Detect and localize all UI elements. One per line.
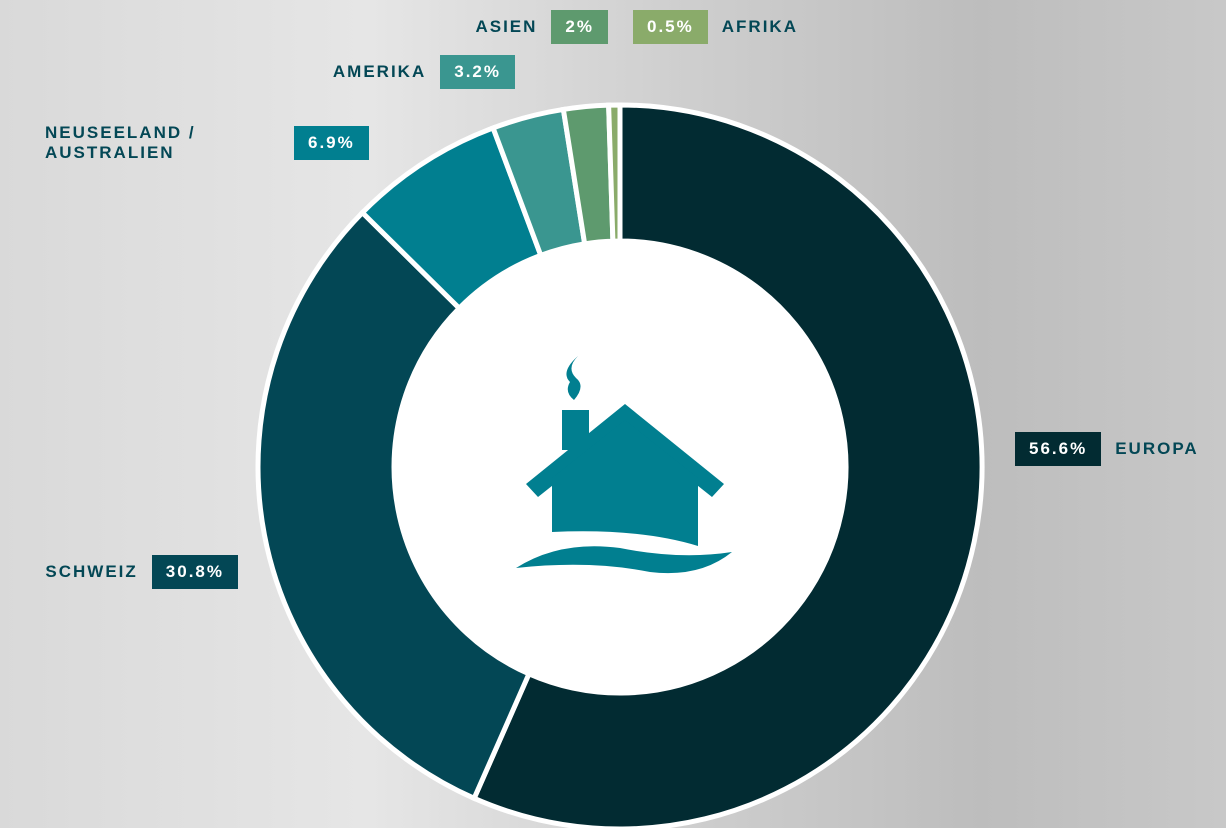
label-group: SCHWEIZ 30.8% — [45, 555, 238, 589]
donut — [255, 102, 985, 828]
label-group: ASIEN 2% — [475, 10, 608, 44]
category-label: SCHWEIZ — [45, 562, 138, 581]
label-group: AMERIKA 3.2% — [333, 55, 515, 89]
value-label: 30.8% — [151, 555, 238, 589]
label-group: NEUSEELAND / AUSTRALIEN 6.9% — [45, 123, 369, 163]
value-label: 2% — [551, 10, 608, 44]
category-label: AMERIKA — [332, 62, 427, 81]
category-label: EUROPA — [1115, 439, 1199, 458]
value-label: 6.9% — [294, 126, 369, 160]
value-label: 56.6% — [1015, 432, 1102, 466]
donut-segment — [606, 102, 623, 244]
category-label: ASIEN — [475, 17, 538, 36]
label-group: 0.5% AFRIKA — [633, 10, 798, 44]
value-label: 0.5% — [633, 10, 708, 44]
category-label: AFRIKA — [721, 17, 798, 36]
category-label: NEUSEELAND / AUSTRALIEN — [45, 123, 196, 162]
value-label: 3.2% — [440, 55, 515, 89]
label-group: 56.6% EUROPA — [1015, 432, 1199, 466]
house-icon — [516, 356, 732, 574]
